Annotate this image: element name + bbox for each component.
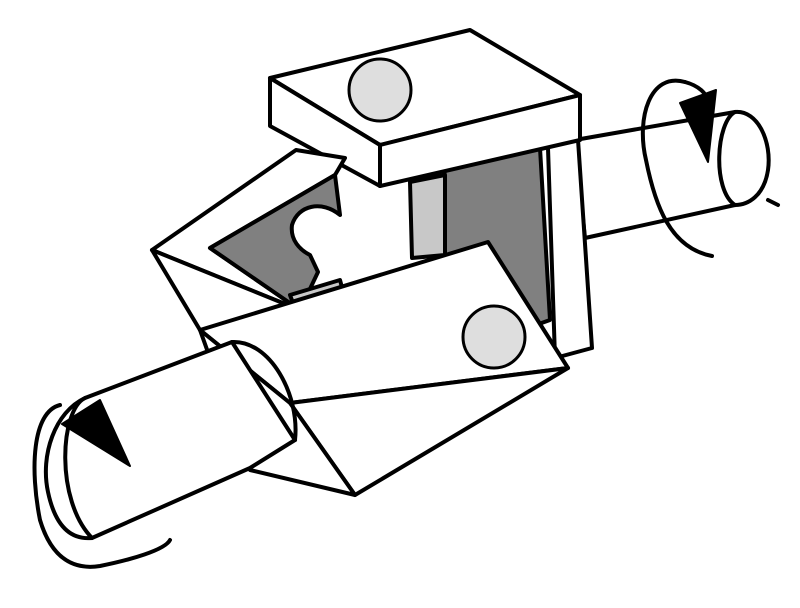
lower-yoke-pin <box>461 304 527 370</box>
left-shaft <box>43 339 298 541</box>
upper-yoke-pin <box>347 57 413 123</box>
rotation-arrow-icon <box>61 399 131 467</box>
rotation-arrow-icon <box>679 89 717 163</box>
right-shaft <box>573 109 780 240</box>
cross-inner-wall <box>208 173 342 312</box>
right-rotation-arrow <box>640 78 717 258</box>
left-rotation-arrow <box>32 399 172 569</box>
